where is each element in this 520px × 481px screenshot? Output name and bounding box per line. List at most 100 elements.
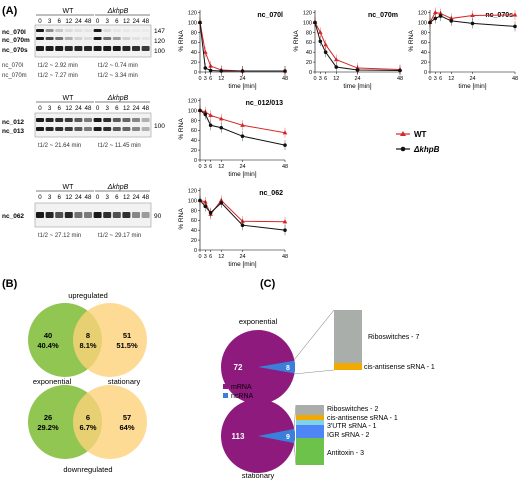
venn-up-mid-count: 8 (86, 331, 90, 340)
y-tick-label: 100 (188, 198, 197, 204)
y-tick-label: 40 (191, 50, 197, 56)
blot-band (122, 29, 131, 32)
y-tick-label: 120 (188, 98, 197, 104)
pie-stat-bar-antitoxin (296, 438, 324, 465)
blot2-timepoint: 24 (75, 105, 82, 112)
y-axis-label: % RNA (293, 30, 300, 52)
blot-band (103, 29, 112, 32)
blot-band (122, 212, 131, 218)
pie-stat-ncrna-count: 9 (286, 434, 290, 441)
blot-band (141, 118, 150, 122)
pie-exp-ncrna-count: 8 (286, 365, 290, 372)
blot1-hl-name-2: nc_070m (2, 73, 27, 79)
data-point (240, 223, 245, 227)
blot2-timepoint: 12 (65, 105, 72, 112)
blot-band (64, 127, 73, 131)
chart-title: nc_070m (368, 12, 398, 19)
blot1-timepoint: 0 (38, 18, 42, 25)
x-tick-label: 0 (313, 76, 316, 82)
blot1-timepoint: 3 (48, 18, 52, 25)
y-tick-label: 60 (191, 218, 197, 224)
data-point (219, 201, 224, 205)
x-tick-label: 6 (209, 254, 212, 260)
blot2-hl-khpb: t1/2 ~ 11.45 min (98, 143, 141, 149)
pie-exp-bar-riboswitches (334, 310, 362, 363)
blot1-timepoint: 0 (96, 18, 100, 25)
blot2-timepoint: 0 (96, 105, 100, 112)
blot-band (64, 37, 73, 40)
pie-stat-label-riboswitches: Riboswitches - 2 (327, 406, 378, 413)
x-tick-label: 48 (397, 76, 403, 82)
x-axis-label: time [min] (228, 83, 256, 90)
blot-band (132, 118, 140, 122)
x-tick-label: 12 (218, 164, 224, 170)
y-tick-label: 100 (188, 20, 197, 26)
blot1-timepoint: 24 (133, 18, 140, 25)
venn-upregulated: upregulated 40 40.4% 8 8.1% 51 51.5% (28, 291, 147, 377)
blot-band (74, 127, 83, 131)
data-point (512, 12, 518, 17)
x-tick-label: 24 (239, 76, 245, 82)
y-tick-label: 100 (188, 108, 197, 114)
venn-up-left-count: 40 (44, 331, 52, 340)
blot-band (112, 127, 121, 131)
y-tick-label: 80 (421, 30, 427, 36)
pie-exp-bar-cis-antisense (334, 363, 362, 370)
blot3-timepoint: 48 (142, 194, 149, 201)
blot-band (142, 29, 150, 32)
data-point (240, 134, 245, 138)
data-point (203, 204, 208, 209)
blot-band (36, 118, 44, 122)
venn-up-right-pct: 51.5% (116, 341, 138, 350)
blot-band (112, 29, 121, 32)
blot-1: WT ΔkhpB 0 3 6 12 24 48 0 3 6 12 24 48 nc_070l nc_0… (2, 8, 165, 79)
blot1-timepoint: 48 (142, 18, 149, 25)
blot1-hl-name-1: nc_070l (2, 63, 23, 69)
blot3-size-1: 90 (154, 213, 162, 220)
blot3-timepoint: 3 (48, 194, 52, 201)
blot1-khpb-label: ΔkhpB (107, 8, 129, 15)
blot3-timepoint: 6 (115, 194, 119, 201)
legend-mrna-swatch (223, 384, 228, 389)
blot1-timepoint: 3 (105, 18, 109, 25)
blot2-row-label-2: nc_013 (2, 128, 24, 135)
chart-title: nc_062 (259, 190, 283, 197)
venn-up-right-circle (73, 303, 147, 377)
blot1-timepoint: 48 (85, 18, 92, 25)
y-tick-label: 120 (188, 10, 197, 16)
blot-band (55, 46, 64, 51)
data-point (282, 130, 288, 135)
blot1-size-1: 147 (154, 28, 165, 35)
legend-mrna-label: mRNA (231, 384, 252, 391)
x-tick-label: 6 (324, 76, 327, 82)
data-point (198, 198, 202, 203)
data-point (208, 112, 213, 117)
blot1-wt-label: WT (63, 8, 75, 15)
blot-band (45, 127, 54, 131)
y-tick-label: 60 (191, 40, 197, 46)
data-point (283, 143, 287, 147)
data-point (218, 116, 224, 121)
x-tick-label: 12 (333, 76, 339, 82)
pie-stat-label-cis-antisense: cis-antisense sRNA - 1 (327, 415, 398, 422)
blot3-timepoint: 12 (123, 194, 130, 201)
blot-band (141, 212, 150, 218)
y-tick-label: 100 (303, 20, 312, 26)
blot2-timepoint: 48 (142, 105, 149, 112)
x-tick-label: 48 (282, 76, 288, 82)
panel-label-a: (A) (2, 5, 18, 17)
series-line (429, 11, 516, 23)
venn-up-mid-pct: 8.1% (79, 341, 96, 350)
x-tick-label: 12 (218, 254, 224, 260)
data-point (355, 68, 360, 72)
blot-band (141, 37, 150, 40)
blot-3: WT ΔkhpB 0 3 6 12 24 48 0 3 6 12 24 48 nc_062 90 t1… (2, 184, 162, 239)
blot-band (132, 29, 140, 32)
data-point (240, 69, 245, 73)
x-tick-label: 12 (448, 76, 454, 82)
pie-stat-bar-riboswitches (296, 405, 324, 415)
blot-band (55, 29, 64, 32)
